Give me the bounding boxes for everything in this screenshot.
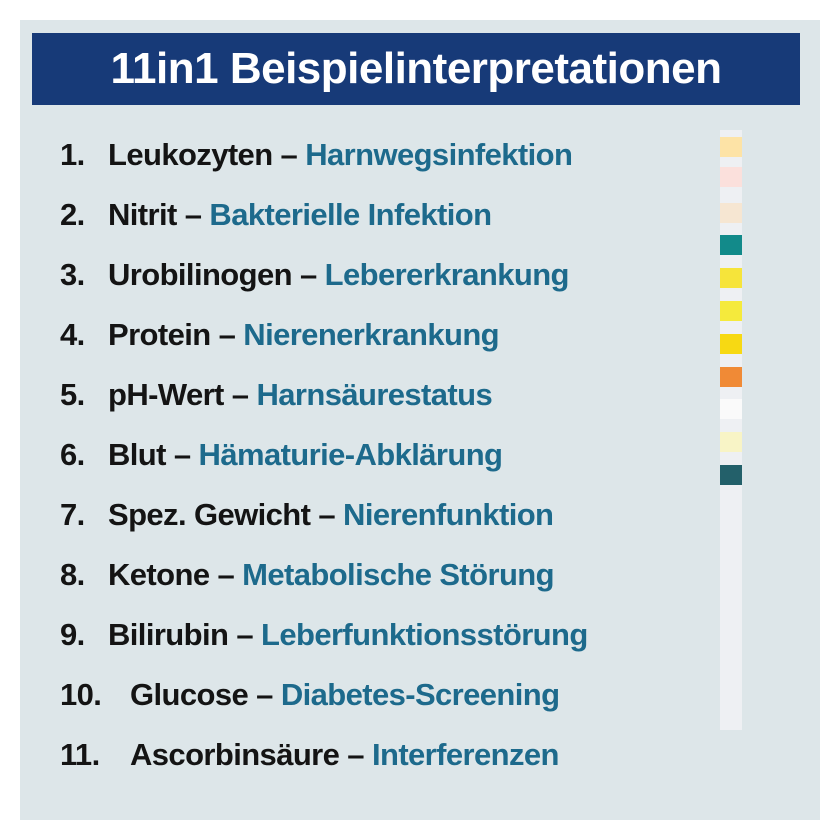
item-separator: – [347,737,364,772]
item: 7. Spez. Gewicht – Nierenfunktion [60,495,554,535]
test-strip [720,130,742,730]
item-meaning: Metabolische Störung [242,557,554,592]
item: 2. Nitrit – Bakterielle Infektion [60,195,492,235]
item: 6. Blut – Hämaturie-Abklärung [60,435,503,475]
item-meaning: Hämaturie-Abklärung [198,437,503,472]
item-term: Glucose [130,677,249,712]
item-term: Blut [108,437,166,472]
item-meaning: Lebererkrankung [324,257,570,292]
item-number: 7. [60,497,85,532]
item-meaning: Bakterielle Infektion [209,197,492,232]
item-meaning: Interferenzen [371,737,559,772]
item-meaning: Diabetes-Screening [280,677,560,712]
item-number: 11. [60,737,100,772]
item-number: 8. [60,557,85,592]
item-term: Ketone [108,557,210,592]
item-separator: – [280,137,298,172]
item-term: Spez. Gewicht [108,497,311,532]
item-separator: – [184,197,202,232]
item-number: 4. [60,317,85,352]
item-number: 1. [60,137,85,172]
item-separator: – [173,437,191,472]
item-meaning: Leberfunktionsstörung [261,617,588,652]
item-term: Nitrit [108,197,177,232]
item-separator: – [231,377,249,412]
item-term: Protein [108,317,211,352]
item-term: Ascorbinsäure [130,737,340,772]
item-term: Leukozyten [108,137,273,172]
pad [720,235,742,255]
pad [720,399,742,419]
item-separator: – [217,557,235,592]
item-number: 9. [60,617,85,652]
item: 8. Ketone – Metabolische Störung [60,555,555,595]
item: 9. Bilirubin – Leberfunktionsstörung [60,615,588,655]
item-separator: – [218,317,236,352]
item-number: 2. [60,197,85,232]
pad [720,203,742,223]
item-separator: – [318,497,336,532]
item: 11. Ascorbinsäure – Interferenzen [60,735,559,775]
title: 11in1 Beispielinterpretationen [32,33,800,105]
item-separator: – [256,677,273,712]
pad [720,301,742,321]
item-meaning: Nierenfunktion [343,497,554,532]
pad [720,167,742,187]
item-term: Bilirubin [108,617,229,652]
card: 11in1 Beispielinterpretationen 1. Leukozy… [20,20,820,820]
item-term: pH-Wert [108,377,224,412]
item: 3. Urobilinogen – Lebererkrankung [60,255,570,295]
pad [720,268,742,288]
item: 10. Glucose – Diabetes-Screening [60,675,560,715]
item-meaning: Nierenerkrankung [243,317,499,352]
item-term: Urobilinogen [108,257,293,292]
pad [720,465,742,485]
item-separator: – [299,257,317,292]
item-number: 5. [60,377,85,412]
pad [720,334,742,354]
pad [720,367,742,387]
item-separator: – [236,617,253,652]
item: 1. Leukozyten – Harnwegsinfektion [60,135,573,175]
pad [720,137,742,157]
item-meaning: Harnsäurestatus [256,377,493,412]
item-meaning: Harnwegsinfektion [305,137,573,172]
pad [720,432,742,452]
item-number: 6. [60,437,85,472]
item: 4. Protein – Nierenerkrankung [60,315,500,355]
item-number: 3. [60,257,85,292]
item: 5. pH-Wert – Harnsäurestatus [60,375,493,415]
item-number: 10. [60,677,102,712]
